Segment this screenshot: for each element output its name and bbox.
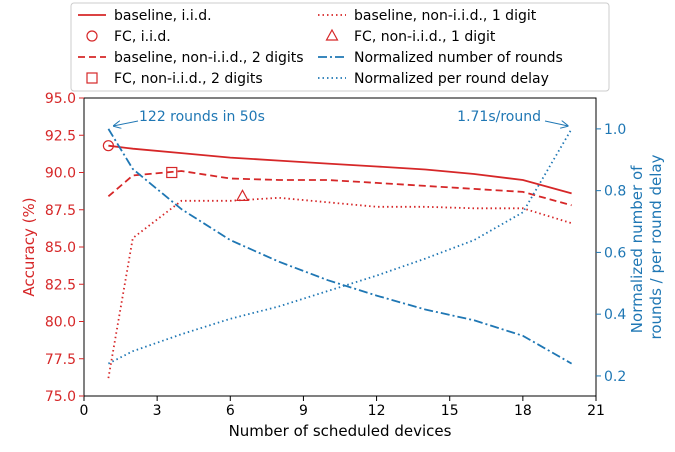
y-right-tick-label: 0.2 (604, 369, 626, 385)
legend-entry: Normalized number of rounds (318, 50, 563, 66)
y-right-tick-label: 1.0 (604, 122, 626, 138)
y-right-label-line-1: Normalized number of (628, 165, 646, 333)
legend-entry: FC, i.i.d. (86, 29, 171, 45)
legend-entry: baseline, non-i.i.d., 2 digits (78, 50, 304, 66)
legend-label: Normalized per round delay (354, 71, 549, 87)
x-tick-label: 0 (80, 403, 89, 419)
y-right-tick-label: 0.4 (604, 307, 626, 323)
y-right-tick-label: 0.6 (604, 245, 626, 261)
y-left-tick-label: 75.0 (45, 389, 76, 405)
y-left-tick-label: 87.5 (45, 203, 76, 219)
legend: baseline, i.i.d. FC, i.i.d. baseline, non-… (70, 2, 610, 92)
x-tick-label: 18 (514, 403, 532, 419)
annotations: 122 rounds in 50s 1.71s/round (114, 109, 568, 126)
legend-entry: FC, non-i.i.d., 1 digit (325, 28, 496, 45)
series-line-baseline-i-i-d (108, 144, 572, 195)
marker-triangle (235, 189, 249, 201)
y-left-tick-label: 92.5 (45, 128, 76, 144)
legend-entry: baseline, non-i.i.d., 1 digit (318, 8, 537, 24)
legend-entry: baseline, i.i.d. (78, 8, 212, 24)
legend-label: baseline, non-i.i.d., 2 digits (114, 50, 304, 66)
x-tick-label: 21 (587, 403, 605, 419)
x-tick-label: 3 (153, 403, 162, 419)
y-left-tick-label: 90.0 (45, 166, 76, 182)
legend-marker-triangle (325, 28, 339, 41)
legend-label: Normalized number of rounds (354, 50, 563, 66)
marker-circle (102, 140, 114, 152)
y-left-tick-label: 85.0 (45, 240, 76, 256)
annotation-arrow-right (544, 121, 568, 126)
series-line-normalized-per-round-delay (107, 128, 573, 365)
series-line-normalized-number-of-rounds (107, 128, 573, 365)
y-right-axis-label: Normalized number of rounds / per round … (628, 154, 665, 339)
y-left-tick-label: 82.5 (45, 277, 76, 293)
y-left-tick-label: 77.5 (45, 352, 76, 368)
x-tick-label: 15 (441, 403, 459, 419)
legend-label: baseline, i.i.d. (114, 8, 212, 24)
annotation-label-right: 1.71s/round (457, 109, 541, 125)
plot-frame (83, 97, 597, 397)
legend-label: FC, non-i.i.d., 1 digit (354, 29, 496, 45)
x-axis-label: Number of scheduled devices (229, 422, 452, 440)
marker-square (166, 166, 178, 179)
y-right-tick-label: 0.8 (604, 184, 626, 200)
legend-marker-circle (86, 30, 98, 42)
y-left-tick-label: 95.0 (45, 91, 76, 107)
legend-entry: Normalized per round delay (318, 71, 549, 87)
x-tick-label: 9 (299, 403, 308, 419)
legend-label: FC, non-i.i.d., 2 digits (114, 71, 263, 87)
legend-box (70, 2, 610, 92)
annotation-label-left: 122 rounds in 50s (139, 109, 265, 125)
annotation-arrow-left (114, 120, 139, 126)
legend-marker-square (86, 72, 98, 84)
y-left-axis-label: Accuracy (%) (20, 197, 38, 296)
y-left-tick-label: 80.0 (45, 315, 76, 331)
x-tick-label: 12 (368, 403, 386, 419)
axes: 0 3 6 9 12 15 18 21 75.0 77.5 80.0 82.5 85.0 87.5 90.0… (45, 91, 627, 419)
legend-label: baseline, non-i.i.d., 1 digit (354, 8, 537, 24)
chart-marks (102, 128, 573, 379)
legend-label: FC, i.i.d. (114, 29, 171, 45)
series-line-baseline-non-i-i-d-2-digits (107, 170, 572, 207)
x-tick-label: 6 (226, 403, 235, 419)
legend-entry: FC, non-i.i.d., 2 digits (86, 71, 263, 87)
y-right-label-line-2: rounds / per round delay (647, 154, 665, 339)
